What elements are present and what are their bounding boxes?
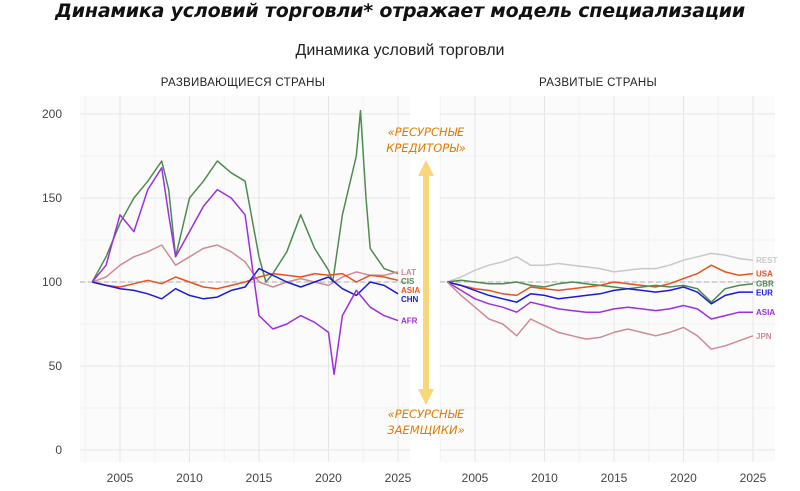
series-line-eur [447,281,753,305]
annotation-top-line1: «РЕСУРСНЫЕ [388,125,465,139]
series-line-cis [91,109,399,283]
x-tick-label: 2025 [385,471,412,485]
y-tick-label: 0 [55,443,62,457]
series-label-jpn: JPN [756,332,772,341]
y-tick-label: 50 [49,359,63,373]
series-label-lat: LAT [401,268,416,277]
double-arrow-icon [418,160,434,405]
series-label-eur: EUR [756,289,773,298]
annotation-top-line2: КРЕДИТОРЫ» [386,141,465,155]
arrow-head-up [418,160,434,176]
series-label-afr: AFR [401,317,418,326]
x-tick-label: 2010 [176,471,203,485]
series-line-afr [91,167,399,376]
y-tick-label: 200 [42,107,62,121]
series-line-rest [446,252,754,283]
x-tick-label: 2015 [601,471,628,485]
series-label-gbr: GBR [756,280,774,289]
annotation-bottom-line2: ЗАЕМЩИКИ» [387,423,464,437]
arrow-shaft [423,172,429,394]
x-tick-label: 2005 [107,471,134,485]
series-line-lat [91,244,399,288]
x-tick-label: 2010 [531,471,558,485]
series-line-gbr [447,279,754,303]
series-line-asia [92,272,399,290]
x-tick-label: 2015 [246,471,273,485]
series-line-asia [446,281,753,320]
x-tick-label: 2005 [462,471,489,485]
arrow-head-down [418,389,434,405]
series-label-rest: REST [756,256,777,265]
series-label-asia: ASIA [756,308,775,317]
panel-title-developing: РАЗВИВАЮЩИЕСЯ СТРАНЫ [161,77,325,89]
x-tick-label: 2020 [670,471,697,485]
y-tick-label: 150 [42,191,62,205]
x-tick-label: 2025 [740,471,767,485]
y-axis: 0 50 100 150 200 [42,107,62,457]
series-label-usa: USA [756,270,773,279]
series-label-cis: CIS [401,277,415,286]
series-line-chn [92,267,399,300]
panel-title-developed: РАЗВИТЫЕ СТРАНЫ [539,77,657,89]
chart-title: Динамика условий торговли [295,42,505,59]
panel-background [80,96,410,462]
series-label-chn: CHN [401,295,419,304]
x-tick-label: 2020 [315,471,342,485]
annotation: «РЕСУРСНЫЕ КРЕДИТОРЫ» «РЕСУРСНЫЕ ЗАЕМЩИК… [386,125,465,437]
headline: Динамика условий торговли* отражает моде… [55,0,745,22]
series-label-asia: ASIA [401,286,420,295]
y-tick-label: 100 [42,275,62,289]
annotation-bottom-line1: «РЕСУРСНЫЕ [388,407,465,421]
series-line-jpn [446,281,754,350]
panel-background [440,96,775,462]
